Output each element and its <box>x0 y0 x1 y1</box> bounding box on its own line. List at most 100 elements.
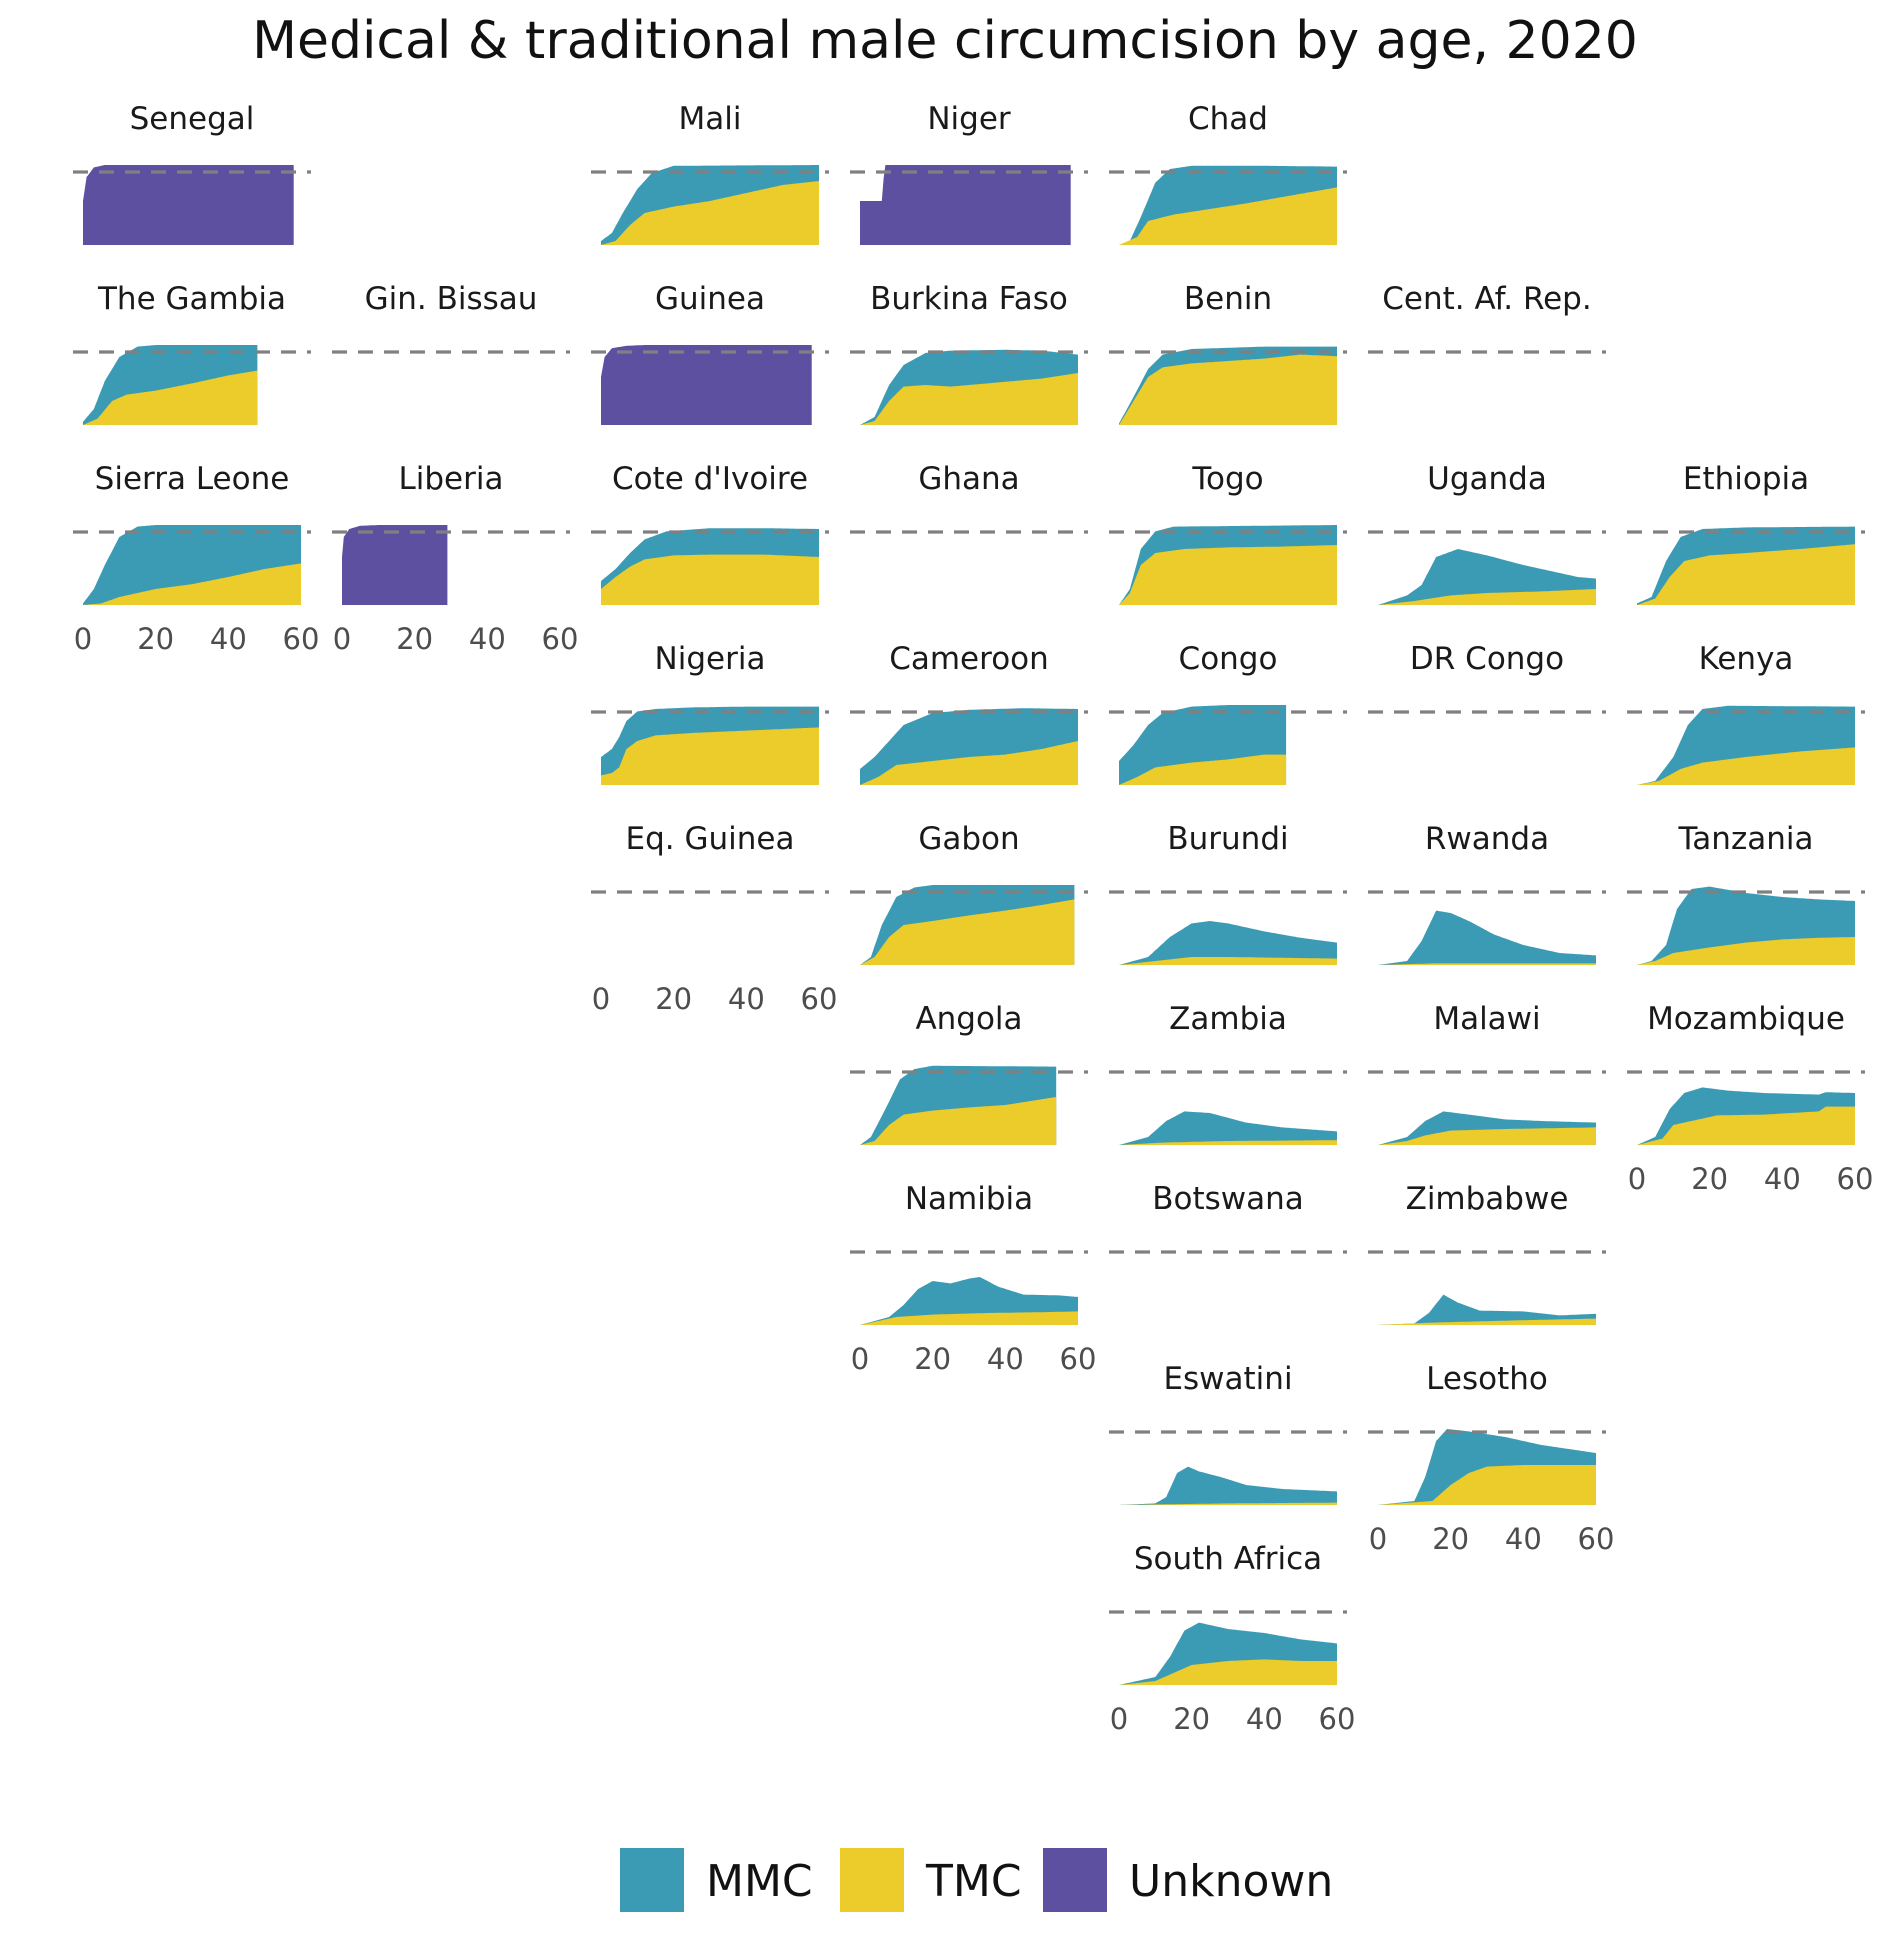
x-tick-label: 20 <box>1173 1702 1210 1736</box>
panel-lesotho: Lesotho 0 20 40 60 <box>1368 1361 1614 1556</box>
x-tick-label: 40 <box>1764 1162 1801 1196</box>
panel-niger: Niger <box>850 101 1088 245</box>
panel-label: Cameroon <box>889 641 1049 677</box>
x-tick-label: 20 <box>137 622 174 656</box>
mmc-area <box>1378 549 1596 605</box>
panel-togo: Togo <box>1109 461 1347 605</box>
panel-label: Namibia <box>905 1181 1033 1217</box>
mmc-area <box>1378 1294 1596 1325</box>
panel-zambia: Zambia <box>1109 1001 1347 1145</box>
panel-uganda: Uganda <box>1368 461 1606 605</box>
tmc-area <box>601 554 819 605</box>
tmc-area <box>1378 589 1596 605</box>
panel-label: Guinea <box>655 281 765 317</box>
panel-the-gambia: The Gambia <box>73 281 311 425</box>
panel-label: Uganda <box>1427 461 1547 497</box>
tmc-area <box>601 727 819 785</box>
x-tick-label: 60 <box>1319 1702 1356 1736</box>
panel-malawi: Malawi <box>1368 1001 1606 1145</box>
x-tick-label: 0 <box>1369 1522 1387 1556</box>
unknown-area <box>860 165 1071 245</box>
tmc-area <box>1378 1318 1596 1325</box>
panel-mozambique: Mozambique 0 20 40 60 <box>1627 1001 1873 1196</box>
tmc-area <box>1119 187 1337 245</box>
x-tick-label: 60 <box>283 622 320 656</box>
panel-label: Ghana <box>918 461 1019 497</box>
x-tick-label: 60 <box>1060 1342 1097 1376</box>
tmc-area <box>1637 747 1855 785</box>
tmc-area <box>1119 1140 1337 1145</box>
panel-kenya: Kenya <box>1627 641 1865 785</box>
panel-cent-af-rep: Cent. Af. Rep. <box>1368 281 1606 354</box>
panel-label: Benin <box>1184 281 1272 317</box>
tmc-area <box>860 1311 1078 1325</box>
tmc-area <box>1119 545 1337 605</box>
mmc-area <box>1119 921 1337 965</box>
panel-label: South Africa <box>1134 1541 1322 1577</box>
x-tick-label: 0 <box>333 622 351 656</box>
mmc-area <box>1378 910 1596 965</box>
panel-senegal: Senegal <box>73 101 311 245</box>
panel-label: Cent. Af. Rep. <box>1382 281 1591 317</box>
panel-ghana: Ghana <box>850 461 1088 534</box>
x-tick-label: 40 <box>1505 1522 1542 1556</box>
panel-eq-guinea: Eq. Guinea 0 20 40 60 <box>591 821 837 1016</box>
mmc-area <box>1119 1466 1337 1505</box>
panel-benin: Benin <box>1109 281 1347 425</box>
x-tick-label: 0 <box>1110 1702 1128 1736</box>
panel-mali: Mali <box>591 101 829 245</box>
panel-chad: Chad <box>1109 101 1347 245</box>
x-tick-label: 60 <box>542 622 579 656</box>
legend-label: TMC <box>925 1856 1022 1907</box>
panel-label: Gin. Bissau <box>365 281 538 317</box>
panel-label: Ethiopia <box>1683 461 1809 497</box>
tmc-area <box>1378 963 1596 965</box>
tmc-area <box>860 1097 1057 1145</box>
x-tick-label: 60 <box>1578 1522 1615 1556</box>
chart-title: Medical & traditional male circumcision … <box>252 11 1638 71</box>
x-tick-label: 40 <box>1246 1702 1283 1736</box>
legend-swatch <box>620 1848 684 1912</box>
tmc-area <box>860 899 1075 965</box>
panel-label: Rwanda <box>1425 821 1549 857</box>
country-panels: Senegal Mali Niger Chad The Gambia Gin. Bissa… <box>73 101 1873 1736</box>
panel-cameroon: Cameroon <box>850 641 1088 785</box>
panel-cote-d-ivoire: Cote d'Ivoire <box>591 461 829 605</box>
panel-label: Cote d'Ivoire <box>612 461 808 497</box>
panel-label: Mozambique <box>1647 1001 1845 1037</box>
panel-label: Eswatini <box>1163 1361 1292 1397</box>
panel-label: Kenya <box>1699 641 1794 677</box>
x-tick-label: 0 <box>74 622 92 656</box>
tmc-area <box>1119 1502 1337 1505</box>
x-tick-label: 0 <box>592 982 610 1016</box>
panel-label: Senegal <box>130 101 255 137</box>
tmc-area <box>83 370 258 425</box>
x-tick-label: 40 <box>987 1342 1024 1376</box>
panel-burkina-faso: Burkina Faso <box>850 281 1088 425</box>
panel-label: Eq. Guinea <box>626 821 795 857</box>
x-tick-label: 60 <box>1837 1162 1874 1196</box>
tmc-area <box>1378 1127 1596 1145</box>
legend-item-mmc: MMC <box>620 1848 813 1912</box>
panel-label: Botswana <box>1152 1181 1304 1217</box>
panel-angola: Angola <box>850 1001 1088 1145</box>
panel-label: Lesotho <box>1426 1361 1548 1397</box>
panel-zimbabwe: Zimbabwe <box>1368 1181 1606 1325</box>
x-tick-label: 40 <box>469 622 506 656</box>
panel-guinea: Guinea <box>591 281 829 425</box>
tmc-area <box>860 373 1078 425</box>
x-tick-label: 20 <box>914 1342 951 1376</box>
panel-label: Angola <box>915 1001 1022 1037</box>
tmc-area <box>601 181 819 245</box>
panel-label: Niger <box>927 101 1011 137</box>
legend-label: MMC <box>706 1856 813 1907</box>
x-tick-label: 20 <box>1432 1522 1469 1556</box>
panel-label: Malawi <box>1433 1001 1540 1037</box>
panel-botswana: Botswana <box>1109 1181 1347 1254</box>
panel-label: Chad <box>1188 101 1268 137</box>
legend-item-tmc: TMC <box>840 1848 1022 1912</box>
panel-label: Congo <box>1179 641 1278 677</box>
legend-label: Unknown <box>1129 1856 1333 1907</box>
panel-label: Mali <box>679 101 742 137</box>
